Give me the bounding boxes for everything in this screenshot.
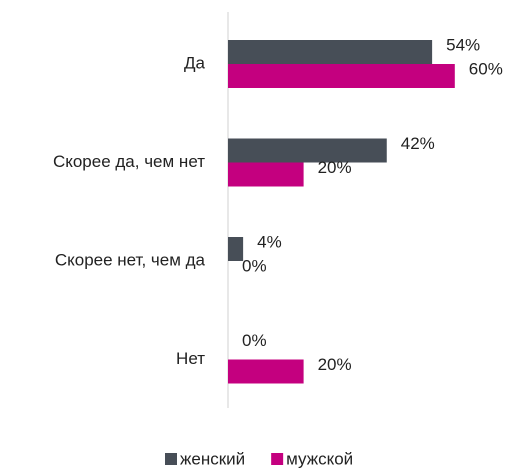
legend-label: женский — [180, 449, 245, 468]
bar — [228, 138, 387, 163]
category-label: Скорее нет, чем да — [55, 250, 206, 269]
bar — [228, 64, 455, 88]
value-label: 60% — [469, 59, 503, 78]
value-label: 0% — [242, 331, 267, 350]
category-label: Нет — [176, 349, 205, 368]
value-label: 20% — [318, 158, 352, 177]
value-label: 42% — [401, 134, 435, 153]
category-label: Скорее да, чем нет — [53, 152, 205, 171]
legend-swatch — [271, 453, 284, 465]
bar — [228, 40, 433, 64]
bar — [228, 359, 304, 384]
bar — [228, 237, 244, 261]
category-label: Да — [184, 53, 206, 72]
value-label: 0% — [242, 256, 267, 275]
value-label: 4% — [257, 232, 282, 251]
bar — [228, 162, 304, 187]
value-label: 54% — [446, 35, 480, 54]
legend-swatch — [165, 453, 177, 465]
value-label: 20% — [318, 355, 352, 374]
legend-label: мужской — [286, 449, 353, 468]
